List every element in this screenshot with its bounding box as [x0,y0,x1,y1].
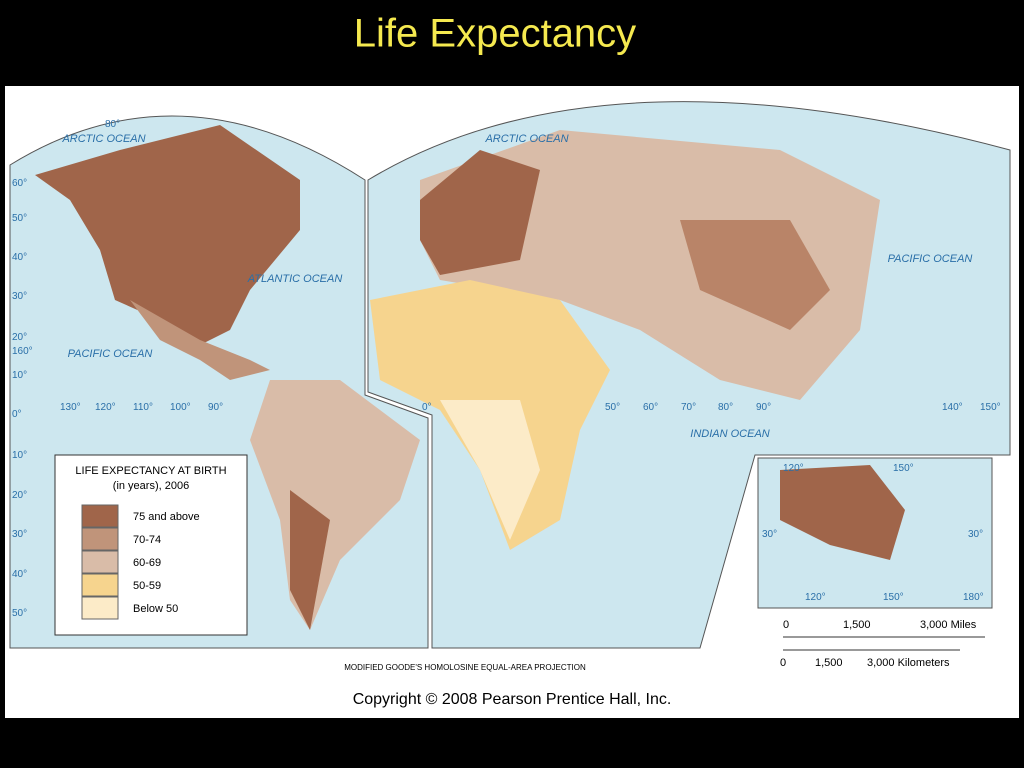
europe [420,150,540,275]
legend-label: 60-69 [133,557,161,569]
legend-label: 75 and above [133,511,200,523]
latitude-label: 20° [12,490,27,501]
north-america [35,125,300,345]
inset-label: 30° [968,529,983,540]
longitude-label: 0° [422,402,432,413]
legend-subtitle: (in years), 2006 [113,480,189,492]
legend-swatch [81,596,119,620]
legend-label: Below 50 [133,603,178,615]
longitude-label: 150° [980,402,1001,413]
legend-label: 50-59 [133,580,161,592]
longitude-label: 110° [133,402,153,413]
latitude-label: 40° [12,569,27,580]
ocean-label: ATLANTIC OCEAN [247,273,343,285]
ocean-label: INDIAN OCEAN [690,428,770,440]
longitude-label: 80° [718,402,733,413]
legend-swatch [81,573,119,597]
australia [780,465,905,560]
latitude-label: 10° [12,370,27,381]
legend-label: 70-74 [133,534,161,546]
latitude-label: 30° [12,291,27,302]
longitude-label: 140° [942,402,963,413]
longitude-label: 90° [756,402,771,413]
legend: LIFE EXPECTANCY AT BIRTH (in years), 200… [54,454,248,636]
latitude-label: 50° [12,213,27,224]
legend-title: LIFE EXPECTANCY AT BIRTH [75,465,226,477]
scale-label: 3,000 Miles [920,619,977,631]
scale-label: 0 [780,657,786,669]
scale-label: 0 [783,619,789,631]
latitude-label: 30° [12,529,27,540]
inset-label: 150° [893,463,914,474]
longitude-label: 160° [12,346,33,357]
longitude-label: 70° [681,402,696,413]
projection-note: MODIFIED GOODE'S HOMOLOSINE EQUAL-AREA P… [344,663,586,672]
longitude-label: 90° [208,402,223,413]
longitude-label: 120° [95,402,116,413]
scale-label: 3,000 Kilometers [867,657,950,669]
longitude-label: 100° [170,402,191,413]
scale-label: 1,500 [815,657,843,669]
inset-label: 150° [883,592,904,603]
latitude-label: 0° [12,409,22,420]
copyright: Copyright © 2008 Pearson Prentice Hall, … [353,691,672,708]
legend-swatch [81,504,119,528]
inset-label: 120° [783,463,804,474]
latitude-label: 60° [12,178,27,189]
title: Life Expectancy [354,12,636,56]
longitude-label: 50° [605,402,620,413]
ocean-label: ARCTIC OCEAN [484,133,568,145]
legend-swatch [81,527,119,551]
longitude-label: 130° [60,402,81,413]
inset-label: 30° [762,529,777,540]
latitude-label: 10° [12,450,27,461]
ocean-label: PACIFIC OCEAN [888,253,973,265]
latitude-label: 40° [12,252,27,263]
map [9,101,1011,649]
central-america [130,300,270,380]
ocean-label: PACIFIC OCEAN [68,348,153,360]
china [680,220,830,330]
ocean-label: ARCTIC OCEAN [61,133,145,145]
argentina [290,490,330,630]
eurasia [420,130,880,400]
latitude-label: 50° [12,608,27,619]
longitude-label: 60° [643,402,658,413]
scale-label: 1,500 [843,619,871,631]
legend-swatch [81,550,119,574]
latitude-label: 80° [105,119,120,130]
central-africa [440,400,540,540]
latitude-label: 20° [12,332,27,343]
inset-label: 180° [963,592,984,603]
inset-label: 120° [805,592,826,603]
